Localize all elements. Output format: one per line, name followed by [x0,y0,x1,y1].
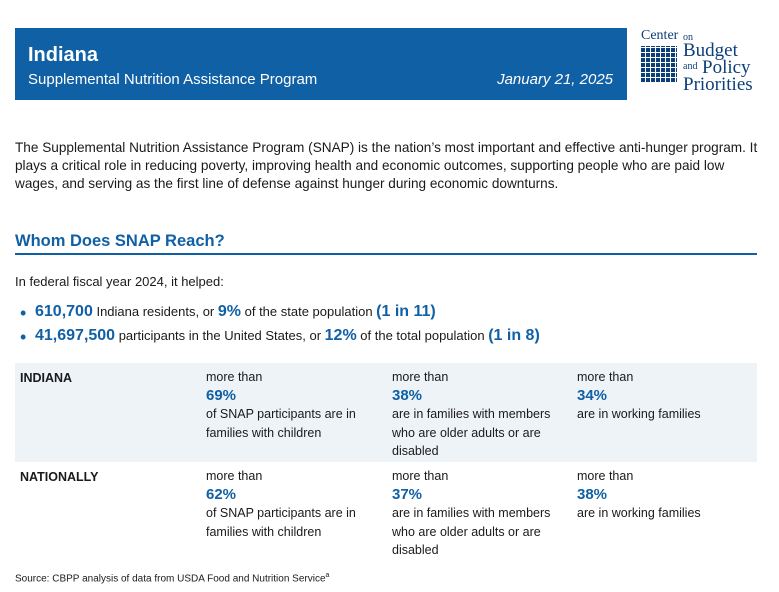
text: of the total population [356,328,489,343]
logo-text: Center [641,28,679,43]
bullet-state: 610,700 Indiana residents, or 9% of the … [20,303,436,324]
logo-text: on [683,32,693,43]
cell-percent: 38% [577,485,608,503]
logo-text: Budget [683,40,738,61]
cell-pre: more than [577,370,634,384]
cell-pre: more than [392,469,449,483]
lead-text: In federal fiscal year 2024, it helped: [15,274,224,289]
text: participants in the United States, or [115,328,325,343]
row-label: INDIANA [20,371,73,385]
section-title: Whom Does SNAP Reach? [15,232,225,250]
ratio: (1 in 11) [376,303,436,320]
table-row-national: NATIONALLY more than 62% of SNAP participa… [15,462,757,561]
table-row-indiana: INDIANA more than 69% of SNAP participants… [15,363,757,462]
cell-percent: 34% [577,386,608,404]
count: 41,697,500 [35,327,116,344]
cbpp-logo: Center on Budget and Policy Priorities [640,28,755,98]
page-date: January 21, 2025 [497,71,613,88]
cell-pre: more than [577,469,634,483]
bullet-national: 41,697,500 participants in the United St… [20,327,540,348]
cell-pre: more than [206,370,263,384]
cell-desc: are in working families [577,506,701,520]
intro-paragraph: The Supplemental Nutrition Assistance Pr… [15,140,758,191]
count: 610,700 [35,303,93,320]
cell-desc: of SNAP participants are in families wit… [206,407,356,440]
cell-desc: of SNAP participants are in families wit… [206,506,356,539]
cell-percent: 69% [206,386,237,404]
ratio: (1 in 8) [488,327,540,344]
logo-text: and [683,61,698,72]
page-subtitle: Supplemental Nutrition Assistance Progra… [28,71,318,88]
cell-percent: 37% [392,485,423,503]
section-divider [15,253,757,255]
table-cell: more than 38% are in working families [577,467,752,523]
text: of the state population [241,304,377,319]
percent: 9% [217,303,241,320]
logo-text: Policy [702,57,751,78]
table-cell: more than 62% of SNAP participants are in … [206,467,381,541]
cell-pre: more than [392,370,449,384]
table-cell: more than 69% of SNAP participants are in … [206,368,381,442]
row-label: NATIONALLY [20,470,99,484]
cell-pre: more than [206,469,263,483]
table-cell: more than 34% are in working families [577,368,752,424]
logo-text: Priorities [683,74,753,95]
source-note: Source: CBPP analysis of data from USDA … [15,572,329,584]
footnote-marker: a [325,572,330,579]
source-text: Source: CBPP analysis of data from USDA … [15,573,326,585]
cell-percent: 62% [206,485,237,503]
text: Indiana residents, or [92,304,218,319]
table-cell: more than 38% are in families with members… [392,368,567,461]
cell-percent: 38% [392,386,423,404]
cell-desc: are in working families [577,407,701,421]
logo-grid-icon [641,46,677,82]
cell-desc: are in families with members who are old… [392,506,551,557]
table-cell: more than 37% are in families with members… [392,467,567,560]
page-title: Indiana [28,44,99,66]
header-banner: Indiana Supplemental Nutrition Assistanc… [15,28,627,100]
cell-desc: are in families with members who are old… [392,407,551,458]
percent: 12% [324,327,357,344]
